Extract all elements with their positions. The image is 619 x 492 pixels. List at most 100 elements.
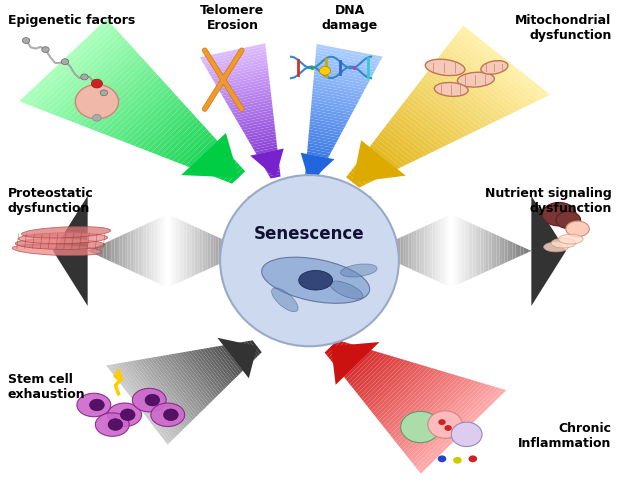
Polygon shape — [363, 153, 390, 175]
Polygon shape — [355, 356, 395, 394]
Polygon shape — [214, 70, 269, 84]
Polygon shape — [306, 159, 326, 166]
Polygon shape — [194, 226, 197, 276]
Polygon shape — [265, 166, 280, 171]
Text: Senescence: Senescence — [254, 225, 365, 243]
Polygon shape — [228, 168, 245, 184]
Polygon shape — [210, 234, 213, 268]
Polygon shape — [155, 117, 198, 155]
Polygon shape — [462, 219, 465, 283]
Polygon shape — [144, 224, 147, 278]
Polygon shape — [204, 51, 266, 67]
Polygon shape — [307, 149, 331, 155]
Polygon shape — [96, 246, 98, 256]
Polygon shape — [312, 93, 358, 105]
Polygon shape — [261, 158, 279, 164]
Polygon shape — [154, 219, 157, 283]
Polygon shape — [310, 123, 343, 133]
Polygon shape — [111, 239, 115, 263]
Polygon shape — [346, 351, 378, 382]
Polygon shape — [211, 64, 268, 79]
Polygon shape — [305, 173, 319, 178]
Polygon shape — [405, 98, 459, 141]
Polygon shape — [217, 346, 241, 374]
Polygon shape — [417, 229, 419, 273]
Polygon shape — [156, 356, 202, 413]
Polygon shape — [200, 349, 230, 385]
Polygon shape — [316, 47, 381, 62]
Polygon shape — [443, 216, 446, 285]
Polygon shape — [327, 341, 344, 357]
Circle shape — [61, 59, 69, 64]
Polygon shape — [173, 129, 209, 162]
Polygon shape — [177, 132, 212, 164]
Polygon shape — [394, 376, 462, 442]
Polygon shape — [45, 37, 126, 113]
Polygon shape — [309, 126, 342, 135]
Polygon shape — [425, 225, 427, 277]
Polygon shape — [181, 133, 239, 178]
Polygon shape — [208, 233, 210, 269]
Polygon shape — [19, 19, 110, 103]
Polygon shape — [374, 248, 376, 253]
Polygon shape — [381, 369, 439, 425]
Polygon shape — [359, 358, 402, 399]
Polygon shape — [486, 230, 488, 272]
Polygon shape — [152, 220, 154, 281]
Ellipse shape — [151, 403, 184, 427]
Polygon shape — [213, 235, 216, 267]
Polygon shape — [139, 226, 141, 276]
Polygon shape — [251, 139, 277, 147]
Polygon shape — [129, 361, 184, 430]
Polygon shape — [494, 234, 496, 268]
Polygon shape — [157, 218, 160, 284]
Polygon shape — [41, 34, 123, 111]
Polygon shape — [312, 91, 360, 102]
Polygon shape — [215, 73, 269, 87]
Polygon shape — [346, 174, 363, 187]
Polygon shape — [235, 245, 237, 257]
Ellipse shape — [132, 388, 167, 412]
Polygon shape — [266, 168, 280, 174]
Polygon shape — [301, 153, 334, 183]
Polygon shape — [197, 228, 200, 274]
Circle shape — [438, 456, 446, 462]
Polygon shape — [79, 62, 148, 126]
Polygon shape — [231, 102, 272, 113]
Polygon shape — [314, 74, 368, 87]
Polygon shape — [269, 174, 280, 179]
Ellipse shape — [22, 227, 111, 238]
Polygon shape — [228, 96, 272, 108]
Polygon shape — [198, 147, 226, 172]
Polygon shape — [147, 223, 149, 279]
Polygon shape — [210, 62, 267, 77]
Polygon shape — [181, 220, 184, 281]
Polygon shape — [254, 145, 277, 152]
Polygon shape — [409, 233, 411, 269]
Polygon shape — [400, 379, 472, 449]
Circle shape — [438, 419, 446, 425]
Polygon shape — [504, 239, 508, 263]
Text: Epigenetic factors: Epigenetic factors — [7, 14, 135, 27]
Polygon shape — [268, 171, 280, 176]
Polygon shape — [454, 215, 457, 286]
Polygon shape — [132, 361, 186, 428]
Polygon shape — [461, 26, 550, 96]
Polygon shape — [128, 231, 131, 271]
Polygon shape — [332, 344, 354, 365]
Polygon shape — [253, 142, 277, 150]
Polygon shape — [171, 354, 211, 404]
Polygon shape — [220, 345, 243, 372]
Ellipse shape — [220, 175, 399, 346]
Polygon shape — [162, 355, 206, 409]
Polygon shape — [150, 357, 197, 417]
Polygon shape — [87, 68, 154, 129]
Polygon shape — [384, 371, 446, 430]
Polygon shape — [222, 86, 271, 98]
Polygon shape — [379, 246, 382, 256]
Polygon shape — [134, 101, 184, 148]
Ellipse shape — [77, 393, 111, 417]
Polygon shape — [246, 341, 260, 356]
Circle shape — [42, 47, 49, 53]
Polygon shape — [311, 102, 354, 112]
